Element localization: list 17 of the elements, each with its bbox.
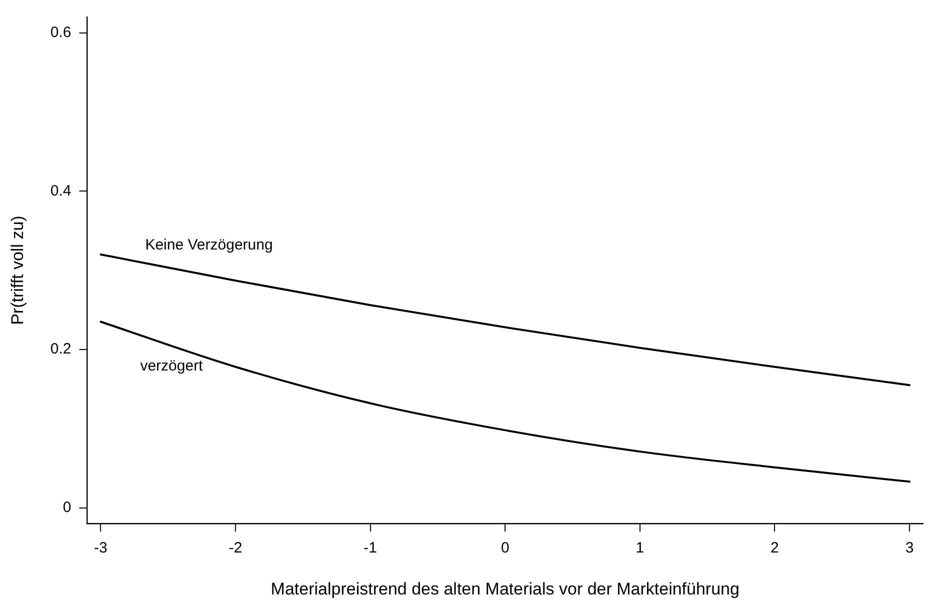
y-tick-label: 0 [62, 498, 72, 516]
x-tick-label: -1 [364, 540, 377, 557]
series-label: Keine Verzögerung [145, 236, 273, 254]
x-tick-label: 3 [905, 540, 914, 557]
y-axis-title: Pr(trifft voll zu) [8, 216, 27, 325]
x-tick-label: 0 [500, 540, 510, 557]
line-series [100, 253, 911, 386]
x-tick-label: 1 [636, 540, 644, 557]
y-tick-label: 0.6 [50, 24, 72, 41]
y-tick-label: 0.2 [50, 340, 72, 358]
series-label: verzögert [140, 357, 204, 374]
x-axis-title: Materialpreistrend des alten Materials vor der Markteinführung [270, 579, 740, 598]
x-tick-label: -3 [94, 540, 108, 557]
y-tick-label: 0.4 [50, 182, 72, 200]
line-series [100, 320, 911, 483]
x-tick-label: -2 [228, 540, 242, 557]
x-tick-label: 2 [770, 540, 779, 557]
